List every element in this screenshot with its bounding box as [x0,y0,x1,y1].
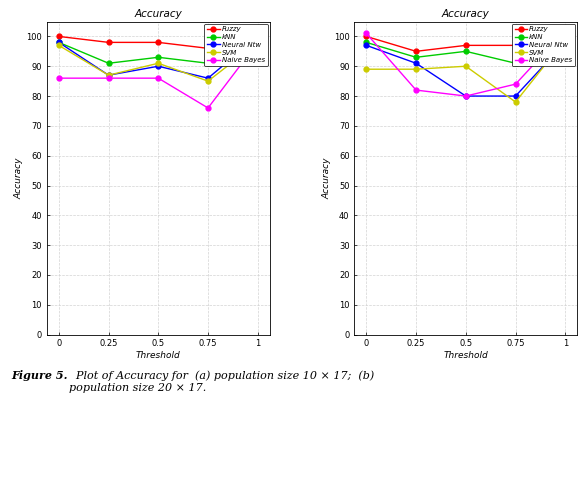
Fuzzy [55,33,62,39]
SVM [205,78,212,84]
X-axis label: Threshold: Threshold [136,351,180,360]
Fuzzy [562,45,569,51]
Legend: Fuzzy, kNN, Neural Ntw, SVM, Naive Bayes: Fuzzy, kNN, Neural Ntw, SVM, Naive Bayes [512,23,575,66]
Naive Bayes [55,76,62,81]
Line: SVM: SVM [56,40,260,84]
SVM [413,66,420,72]
Fuzzy [512,43,519,48]
SVM [155,60,162,66]
kNN [155,54,162,60]
Text: Plot of Accuracy for  (a) population size 10 × 17;  (b)
population size 20 × 17.: Plot of Accuracy for (a) population size… [69,370,374,392]
SVM [363,66,370,72]
Line: SVM: SVM [364,37,568,105]
Naive Bayes [462,93,469,99]
kNN [105,60,112,66]
Line: Neural Ntw: Neural Ntw [364,40,568,98]
Legend: Fuzzy, kNN, Neural Ntw, SVM, Naive Bayes: Fuzzy, kNN, Neural Ntw, SVM, Naive Bayes [205,23,268,66]
Naive Bayes [512,81,519,87]
Neural Ntw [512,93,519,99]
Neural Ntw [462,93,469,99]
Neural Ntw [105,72,112,78]
kNN [413,54,420,60]
Neural Ntw [55,40,62,45]
Naive Bayes [363,31,370,36]
Naive Bayes [413,87,420,93]
Line: kNN: kNN [364,40,568,65]
kNN [205,60,212,66]
Y-axis label: Accuracy: Accuracy [15,157,23,199]
kNN [55,40,62,45]
Fuzzy [462,43,469,48]
Naive Bayes [105,76,112,81]
Naive Bayes [205,105,212,111]
SVM [512,99,519,105]
Y-axis label: Accuracy: Accuracy [322,157,331,199]
Fuzzy [205,45,212,51]
kNN [462,48,469,54]
Line: Naive Bayes: Naive Bayes [364,28,568,98]
SVM [562,36,569,42]
Line: Fuzzy: Fuzzy [56,34,260,51]
Title: Accuracy: Accuracy [134,10,182,19]
kNN [562,40,569,45]
SVM [105,72,112,78]
Fuzzy [155,40,162,45]
SVM [254,40,261,45]
kNN [254,33,261,39]
Naive Bayes [562,28,569,33]
Text: Figure 5.: Figure 5. [12,370,68,381]
kNN [512,60,519,66]
Fuzzy [105,40,112,45]
Naive Bayes [254,40,261,45]
Neural Ntw [155,64,162,69]
SVM [462,64,469,69]
Line: kNN: kNN [56,34,260,65]
Line: Fuzzy: Fuzzy [364,34,568,54]
Naive Bayes [155,76,162,81]
Neural Ntw [254,33,261,39]
kNN [363,40,370,45]
Neural Ntw [413,60,420,66]
Neural Ntw [205,76,212,81]
SVM [55,43,62,48]
Neural Ntw [562,40,569,45]
Fuzzy [413,48,420,54]
Fuzzy [254,33,261,39]
Line: Neural Ntw: Neural Ntw [56,34,260,81]
X-axis label: Threshold: Threshold [444,351,488,360]
Fuzzy [363,33,370,39]
Neural Ntw [363,43,370,48]
Title: Accuracy: Accuracy [442,10,490,19]
Line: Naive Bayes: Naive Bayes [56,40,260,110]
